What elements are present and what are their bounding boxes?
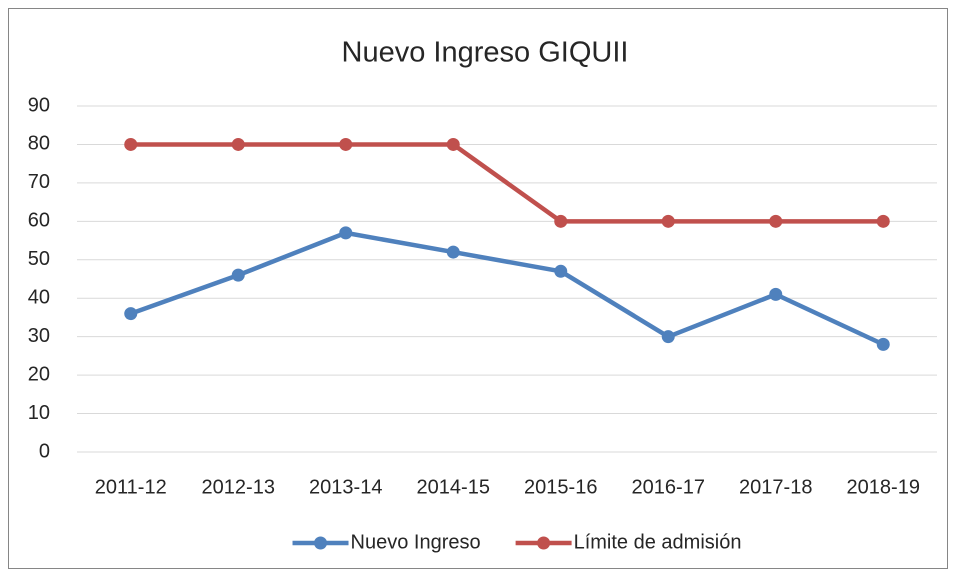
data-point bbox=[339, 226, 353, 240]
x-tick-label: 2012-13 bbox=[202, 476, 275, 498]
x-tick-label: 2015-16 bbox=[524, 476, 597, 498]
y-tick-label: 70 bbox=[28, 171, 50, 193]
legend-marker bbox=[314, 536, 328, 550]
data-point bbox=[124, 307, 138, 321]
data-point bbox=[661, 330, 675, 344]
y-tick-label: 90 bbox=[28, 94, 50, 116]
x-tick-label: 2014-15 bbox=[417, 476, 490, 498]
data-point bbox=[554, 264, 568, 278]
y-tick-label: 60 bbox=[28, 210, 50, 232]
x-tick-label: 2013-14 bbox=[309, 476, 382, 498]
data-point bbox=[446, 245, 460, 259]
data-point bbox=[339, 137, 353, 151]
chart-border bbox=[8, 8, 948, 569]
y-tick-label: 40 bbox=[28, 287, 50, 309]
data-point bbox=[446, 137, 460, 151]
data-point bbox=[231, 268, 245, 282]
legend-marker bbox=[537, 536, 551, 550]
x-tick-label: 2017-18 bbox=[739, 476, 812, 498]
data-point bbox=[231, 137, 245, 151]
data-point bbox=[124, 137, 138, 151]
x-tick-label: 2018-19 bbox=[847, 476, 920, 498]
data-point bbox=[769, 287, 783, 301]
data-point bbox=[554, 214, 568, 228]
x-tick-label: 2011-12 bbox=[95, 476, 167, 498]
y-tick-label: 0 bbox=[39, 440, 50, 462]
legend-label: Límite de admisión bbox=[574, 531, 742, 553]
data-point bbox=[876, 214, 890, 228]
series-line bbox=[130, 142, 884, 224]
y-tick-label: 50 bbox=[28, 248, 50, 270]
data-point bbox=[876, 337, 890, 351]
chart-title: Nuevo Ingreso GIQUII bbox=[342, 37, 629, 69]
y-tick-label: 20 bbox=[28, 363, 50, 385]
y-tick-label: 80 bbox=[28, 133, 50, 155]
data-point bbox=[661, 214, 675, 228]
legend-label: Nuevo Ingreso bbox=[351, 531, 481, 553]
data-point bbox=[769, 214, 783, 228]
x-tick-label: 2016-17 bbox=[632, 476, 705, 498]
series-line bbox=[129, 230, 885, 347]
y-tick-label: 10 bbox=[28, 402, 50, 424]
y-tick-label: 30 bbox=[28, 325, 50, 347]
